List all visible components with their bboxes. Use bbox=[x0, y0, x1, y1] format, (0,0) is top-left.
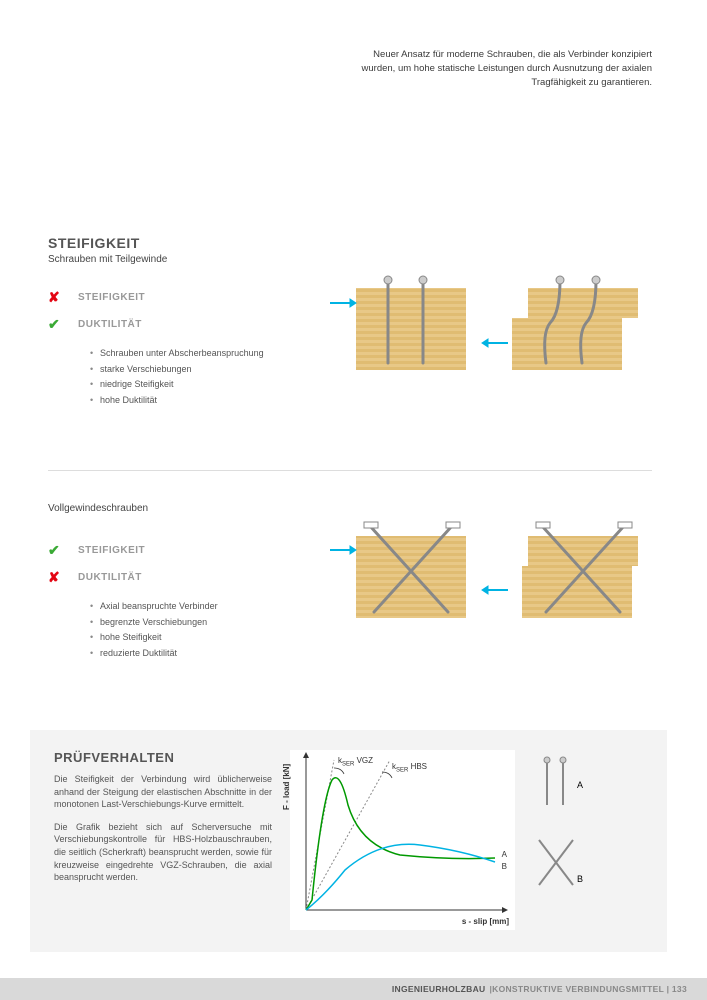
series-b-label: B bbox=[502, 862, 507, 871]
footer-rest: KONSTRUKTIVE VERBINDUNGSMITTEL | 133 bbox=[492, 984, 687, 994]
list-item: hohe Steifigkeit bbox=[90, 631, 308, 645]
diagram-partial-thread bbox=[328, 268, 658, 398]
list-item: hohe Duktilität bbox=[90, 394, 308, 408]
prop-label: DUKTILITÄT bbox=[78, 319, 142, 330]
footer-bold: INGENIEURHOLZBAU bbox=[392, 984, 486, 994]
legend-icons: A B bbox=[533, 750, 595, 935]
pruf-para: Die Grafik bezieht sich auf Scherversuch… bbox=[54, 821, 272, 884]
svg-text:B: B bbox=[577, 874, 583, 884]
x-icon: ✘ bbox=[48, 289, 70, 306]
prop-label: STEIFIGKEIT bbox=[78, 292, 145, 303]
divider bbox=[48, 470, 652, 471]
k-hbs-label: kSER HBS bbox=[392, 762, 427, 774]
series-a-label: A bbox=[502, 850, 507, 859]
pruf-text-col: PRÜFVERHALTEN Die Steifigkeit der Verbin… bbox=[54, 750, 272, 935]
check-icon: ✔ bbox=[48, 316, 70, 333]
prop-label: STEIFIGKEIT bbox=[78, 545, 145, 556]
x-axis-label: s - slip [mm] bbox=[462, 917, 509, 926]
pruefverhalten-box: PRÜFVERHALTEN Die Steifigkeit der Verbin… bbox=[30, 730, 667, 952]
pruf-para: Die Steifigkeit der Verbindung wird übli… bbox=[54, 773, 272, 811]
prop-ductility: ✔ DUKTILITÄT bbox=[48, 316, 308, 333]
prop-ductility: ✘ DUKTILITÄT bbox=[48, 569, 308, 586]
list-item: reduzierte Duktilität bbox=[90, 647, 308, 661]
intro-text: Neuer Ansatz für moderne Schrauben, die … bbox=[342, 48, 652, 89]
load-slip-chart: F - load [kN] s - slip [mm] kSER VGZ kSE… bbox=[290, 750, 515, 930]
x-icon: ✘ bbox=[48, 569, 70, 586]
prop-stiffness: ✔ STEIFIGKEIT bbox=[48, 542, 308, 559]
list-item: Axial beanspruchte Verbinder bbox=[90, 600, 308, 614]
list-item: Schrauben unter Abscherbeanspruchung bbox=[90, 347, 308, 361]
list-item: niedrige Steifigkeit bbox=[90, 378, 308, 392]
bullet-list: Schrauben unter Abscherbeanspruchung sta… bbox=[90, 347, 308, 407]
prop-label: DUKTILITÄT bbox=[78, 572, 142, 583]
section-title: STEIFIGKEIT bbox=[48, 235, 308, 251]
diagram-full-thread bbox=[328, 520, 658, 640]
svg-text:A: A bbox=[577, 780, 583, 790]
page-footer: INGENIEURHOLZBAU | KONSTRUKTIVE VERBINDU… bbox=[0, 978, 707, 1000]
pruf-title: PRÜFVERHALTEN bbox=[54, 750, 272, 765]
check-icon: ✔ bbox=[48, 542, 70, 559]
prop-stiffness: ✘ STEIFIGKEIT bbox=[48, 289, 308, 306]
section-subtitle: Schrauben mit Teilgewinde bbox=[48, 254, 308, 265]
section-subtitle: Vollgewindeschrauben bbox=[48, 503, 308, 514]
bullet-list: Axial beanspruchte Verbinder begrenzte V… bbox=[90, 600, 308, 660]
section-full-thread: Vollgewindeschrauben ✔ STEIFIGKEIT ✘ DUK… bbox=[48, 500, 308, 662]
y-axis-label: F - load [kN] bbox=[282, 764, 291, 810]
list-item: starke Verschiebungen bbox=[90, 363, 308, 377]
list-item: begrenzte Verschiebungen bbox=[90, 616, 308, 630]
section-partial-thread: STEIFIGKEIT Schrauben mit Teilgewinde ✘ … bbox=[48, 235, 308, 409]
k-vgz-label: kSER VGZ bbox=[338, 756, 373, 768]
